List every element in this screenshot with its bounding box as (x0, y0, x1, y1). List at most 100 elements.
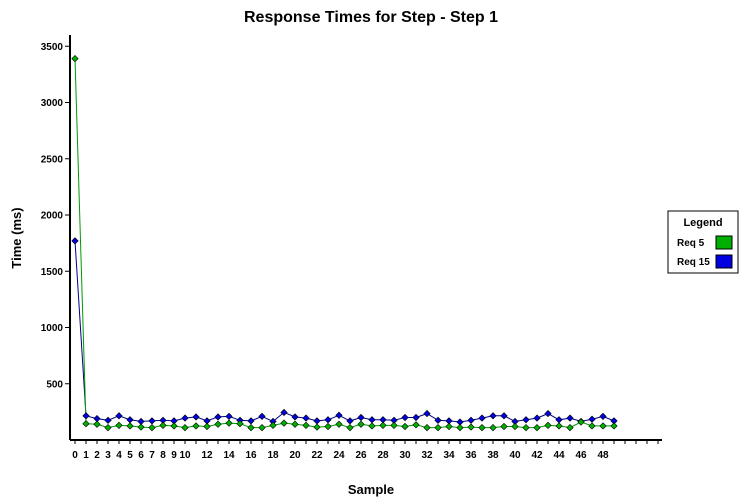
data-point (478, 424, 486, 432)
x-tick-label: 40 (509, 450, 521, 461)
data-point (346, 417, 354, 425)
data-point (192, 422, 200, 430)
data-point (247, 417, 255, 425)
data-point (71, 237, 79, 245)
y-tick-label: 3000 (41, 98, 64, 109)
data-point (104, 416, 112, 424)
data-point (324, 422, 332, 431)
data-point (346, 424, 354, 432)
data-point (533, 414, 541, 422)
x-tick-label: 18 (267, 450, 279, 461)
data-point (456, 424, 464, 432)
data-point (258, 412, 266, 420)
data-point (71, 55, 79, 63)
data-point (357, 420, 365, 428)
data-point (82, 420, 90, 428)
y-tick-label: 3500 (41, 42, 64, 53)
x-tick-label: 16 (245, 450, 257, 461)
data-point (533, 424, 541, 432)
data-point (170, 422, 178, 430)
data-point (214, 413, 222, 421)
data-point (423, 409, 431, 418)
y-tick-label: 500 (46, 379, 63, 390)
data-point (423, 424, 431, 432)
legend: Legend Req 5 Req 15 (667, 210, 739, 274)
x-tick-label: 1 (83, 450, 89, 461)
y-tick-label: 1000 (41, 323, 64, 334)
data-point (401, 422, 409, 431)
data-point (148, 424, 156, 432)
data-point (467, 423, 475, 431)
data-point (522, 424, 530, 432)
x-tick-label: 4 (116, 450, 122, 461)
x-tick-label: 46 (575, 450, 587, 461)
data-point (555, 416, 563, 424)
data-point (489, 424, 497, 432)
axes (69, 35, 662, 441)
x-tick-label: 9 (171, 450, 177, 461)
x-axis-ticks: 0 1 2 3 4 5 6 7 8 9 10 12 14 16 18 20 22 24 26 28 30 32 34 36 38… (72, 440, 659, 461)
data-point (214, 420, 222, 428)
series-line (74, 58, 614, 429)
data-point (434, 416, 442, 424)
x-tick-label: 3 (105, 450, 111, 461)
data-point (478, 414, 486, 422)
data-point (324, 416, 332, 424)
data-point (148, 417, 156, 425)
data-point (379, 421, 387, 429)
data-point (566, 424, 574, 432)
x-tick-label: 38 (487, 450, 499, 461)
data-point (291, 413, 299, 421)
data-point (126, 416, 134, 424)
x-tick-label: 42 (531, 450, 543, 461)
legend-title: Legend (683, 217, 722, 229)
data-point (313, 417, 321, 425)
data-point (577, 418, 585, 426)
x-tick-label: 12 (201, 450, 213, 461)
data-point (181, 424, 189, 432)
x-tick-label: 28 (377, 450, 389, 461)
x-tick-label: 20 (289, 450, 301, 461)
legend-entry-label: Req 15 (677, 257, 710, 268)
x-tick-label: 2 (94, 450, 100, 461)
x-tick-label: 34 (443, 450, 455, 461)
data-point (412, 413, 420, 422)
x-tick-label: 26 (355, 450, 367, 461)
data-point (269, 421, 277, 429)
y-tick-label: 1500 (41, 267, 64, 278)
data-point (588, 422, 596, 430)
data-point (225, 412, 233, 420)
chart-title: Response Times for Step - Step 1 (244, 9, 498, 26)
data-point (258, 424, 266, 432)
data-point (93, 420, 101, 428)
data-point (588, 415, 596, 423)
x-tick-label: 48 (597, 450, 609, 461)
data-point (368, 422, 376, 430)
x-tick-label: 14 (223, 450, 235, 461)
data-point (115, 412, 123, 420)
legend-swatch (715, 235, 733, 250)
y-tick-label: 2500 (41, 154, 64, 165)
x-tick-label: 8 (160, 450, 166, 461)
data-point (599, 412, 607, 420)
data-point (159, 421, 167, 429)
data-point (302, 414, 310, 422)
data-point (489, 412, 497, 420)
series-line (74, 240, 615, 423)
data-point (390, 421, 398, 429)
data-point (599, 422, 607, 430)
data-point (566, 414, 574, 422)
data-point (610, 422, 618, 430)
x-tick-label: 32 (421, 450, 433, 461)
data-point (445, 422, 453, 431)
data-point (302, 421, 310, 429)
data-point (335, 420, 343, 428)
x-tick-label: 6 (138, 450, 144, 461)
data-point (368, 416, 376, 424)
legend-swatch (715, 254, 733, 269)
data-point (522, 416, 530, 424)
x-tick-label: 30 (399, 450, 411, 461)
plot-area (71, 55, 618, 432)
x-tick-label: 44 (553, 450, 565, 461)
